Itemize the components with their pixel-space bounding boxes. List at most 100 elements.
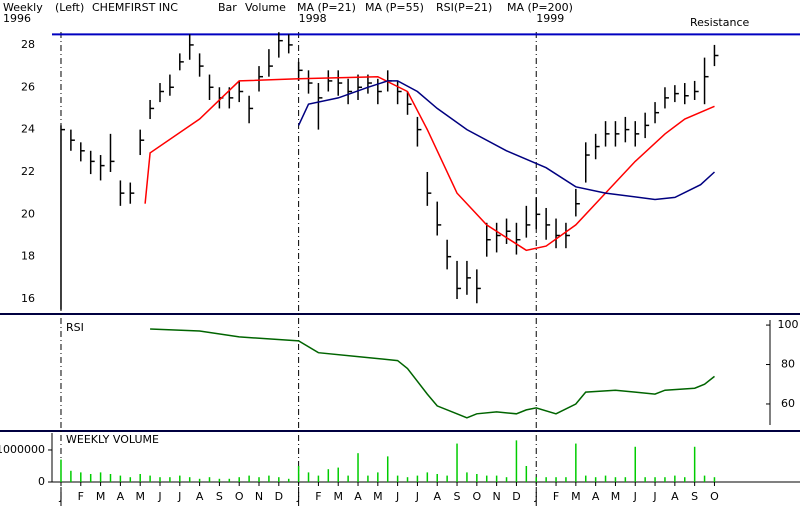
chart-title: CHEMFIRST INC [92,1,178,14]
volume-bar [396,475,399,482]
volume-bar [179,475,181,482]
volume-bar [278,477,280,482]
volume-bar [406,477,409,482]
legend-entry: MA (P=21) [297,1,356,14]
legend-entry: MA (P=200) [507,1,573,14]
volume-bar [297,465,300,482]
x-tick-label: A [354,490,362,503]
volume-bar [644,477,646,482]
volume-bar [674,475,676,482]
legend-entry: Volume [245,1,286,14]
x-tick-label: M [135,490,145,503]
volume-bar [248,475,250,482]
volume-bar [367,475,369,482]
volume-bar [713,477,716,482]
volume-bar [693,446,696,482]
volume-bar [555,477,557,482]
volume-bar [594,477,597,482]
legend-entry: RSI(P=21) [436,1,492,14]
y-tick-label: 16 [21,292,35,305]
y-tick-label: 20 [21,207,35,220]
volume-bar [634,446,636,482]
volume-bar [466,472,468,482]
volume-bar [386,456,389,482]
y-tick-label: 18 [21,250,35,263]
year-label: 1998 [299,12,327,25]
volume-bar [70,470,72,482]
y-tick-label: 1000000 [0,443,45,456]
x-tick-label: F [315,490,321,503]
volume-bar [258,477,260,482]
x-tick-label: D [275,490,283,503]
volume-bar [307,472,310,482]
volume-bar [327,469,330,482]
volume-bar [525,465,528,482]
volume-bar [347,475,349,482]
x-tick-label: J [415,490,419,503]
volume-bar [119,475,122,482]
x-tick-label: O [710,490,719,503]
volume-bar [238,477,240,482]
volume-bar [505,477,508,482]
volume-bar [545,477,547,482]
volume-bar [614,477,617,482]
volume-bar [654,477,656,482]
y-tick-label: 60 [781,397,795,410]
volume-bar [565,477,567,482]
x-tick-label: M [96,490,106,503]
x-tick-label: J [177,490,181,503]
volume-bar [287,478,290,482]
x-tick-label: J [633,490,637,503]
volume-bar [703,475,706,482]
x-tick-label: M [611,490,621,503]
x-tick-label: S [454,490,461,503]
volume-bar [604,475,607,482]
volume-bar [188,477,191,482]
x-tick-label: O [235,490,244,503]
legend-entry: MA (P=55) [365,1,424,14]
volume-bar [99,472,102,482]
volume-bar [535,477,537,482]
volume-bar [436,473,438,482]
x-tick-label: A [117,490,125,503]
volume-bar [584,475,587,482]
volume-bar [169,477,171,482]
year-label: 1996 [3,12,31,25]
x-tick-label: A [433,490,441,503]
volume-bar [416,475,419,482]
y-tick-label: 26 [21,80,35,93]
x-tick-label: J [157,490,161,503]
line [297,80,716,201]
x-tick-label: F [553,490,559,503]
period: Weekly [3,1,43,14]
y-tick-label: 80 [781,358,795,371]
y-tick-label: 100 [778,318,799,331]
volume-bar [377,472,379,482]
axis-side: (Left) [55,1,84,14]
y-tick-label: 0 [38,475,45,488]
panel-title: WEEKLY VOLUME [66,433,159,446]
volume-bar [575,443,577,482]
volume-bar [198,478,201,482]
x-tick-label: M [373,490,383,503]
volume-bar [228,478,231,482]
year-label: 1999 [536,12,564,25]
volume-bar [80,472,82,482]
x-tick-label: N [255,490,263,503]
volume-bar [684,477,686,482]
line [144,75,715,252]
x-tick-label: S [691,490,698,503]
volume-bar [139,473,141,482]
y-tick-label: 28 [21,38,35,51]
x-tick-label: A [671,490,679,503]
volume-bar [317,475,320,482]
volume-bar [129,477,132,482]
x-tick-label: J [395,490,399,503]
panel-title: RSI [66,321,84,334]
x-tick-label: D [512,490,520,503]
volume-bar [515,440,518,482]
volume-bar [89,473,92,482]
x-tick-label: A [196,490,204,503]
legend-entry: Bar [218,1,237,14]
